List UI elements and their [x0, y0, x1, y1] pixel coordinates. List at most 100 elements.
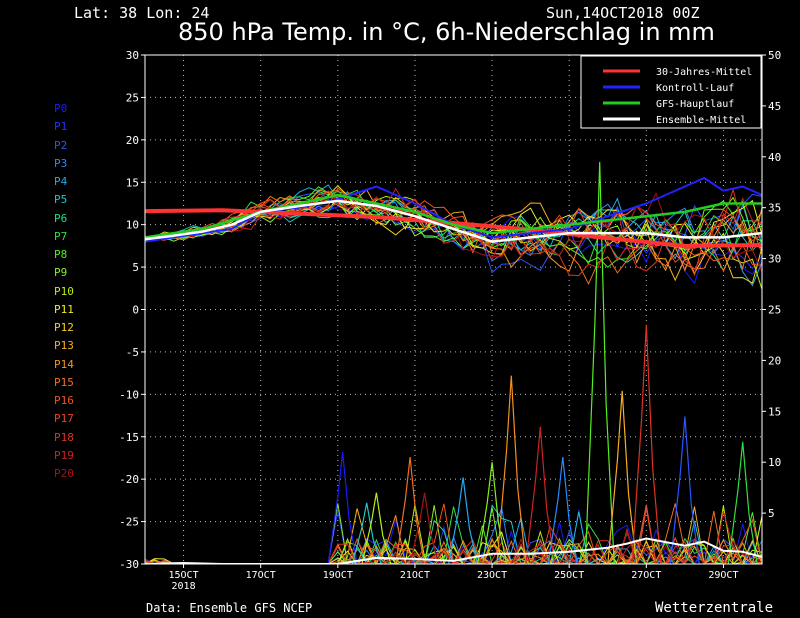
member-label-6: P6: [54, 211, 68, 225]
member-label-19: P19: [54, 448, 74, 462]
member-precip-line-19: [145, 511, 762, 564]
member-precip-line-6: [145, 519, 762, 564]
precip-spike-3: [395, 457, 426, 564]
precip-spike-14: [727, 441, 758, 564]
y-right-tick-label-3: 35: [768, 202, 781, 215]
member-precip-line-2: [145, 529, 762, 564]
y-left-tick-label-10: -20: [119, 473, 139, 486]
y-left-tick-label-8: -10: [119, 388, 139, 401]
member-temp-line-3: [145, 199, 762, 262]
y-left-tick-label-5: 5: [132, 261, 139, 274]
member-precip-line-5: [145, 504, 762, 564]
member-precip-line-16: [145, 503, 762, 564]
member-label-7: P7: [54, 229, 68, 243]
x-tick-label-4: 23OCT: [477, 570, 507, 581]
precip-spike-0: [327, 451, 358, 564]
member-label-10: P10: [54, 284, 74, 298]
member-temp-line-5: [145, 199, 762, 252]
member-temp-line-17: [145, 192, 762, 277]
member-label-8: P8: [54, 248, 68, 261]
member-precip-line-7: [145, 506, 762, 564]
grid: [145, 55, 762, 564]
member-label-15: P15: [54, 375, 74, 389]
y-left-tick-label-4: 10: [126, 219, 139, 232]
series-line-3: [145, 199, 762, 243]
precip-spike-5: [448, 477, 479, 564]
member-precip-line-14: [145, 515, 762, 564]
member-temp-line-8: [145, 186, 762, 268]
brand-label: Wetterzentrale: [655, 600, 774, 616]
x-tick-label-7: 29OCT: [708, 570, 738, 581]
precip-spike-4: [409, 492, 440, 564]
y-left-tick-label-3: 15: [126, 176, 139, 189]
run-date-label: Sun,14OCT2018 00Z: [546, 4, 700, 22]
x-tick-label-2: 19OCT: [323, 570, 353, 581]
member-temp-line-15: [145, 189, 762, 286]
x-tick-label-3: 21OCT: [400, 570, 430, 581]
y-left-tick-label-12: -30: [119, 558, 139, 571]
member-label-18: P18: [54, 430, 74, 444]
member-precip-line-3: [145, 504, 762, 564]
member-label-17: P17: [54, 412, 74, 426]
precip-spike-2: [361, 492, 392, 564]
y-left-tick-label-2: 20: [126, 134, 139, 147]
member-label-9: P9: [54, 266, 68, 280]
member-label-0: P0: [54, 102, 68, 115]
y-right-tick-label-7: 15: [768, 405, 781, 418]
member-precip-line-11: [145, 515, 762, 564]
precip-spike-12: [631, 324, 662, 564]
member-precip-line-0: [145, 509, 762, 564]
member-temp-line-12: [145, 196, 762, 284]
precip-spike-11: [607, 390, 638, 564]
member-label-1: P1: [54, 120, 68, 134]
member-precip-line-13: [145, 506, 762, 564]
legend-box: [580, 55, 762, 129]
ensemble-members: [145, 161, 762, 564]
y-right-tick-label-1: 45: [768, 100, 781, 113]
legend: 30-Jahres-Mittel Kontroll-Lauf GFS-Hauptla…: [580, 55, 762, 129]
x-tick-label-6: 27OCT: [631, 570, 661, 581]
precip-spike-7: [496, 375, 527, 564]
y-right-tick-label-9: 5: [768, 507, 775, 520]
y-right-tick-label-0: 50: [768, 49, 781, 62]
member-label-2: P2: [54, 138, 68, 152]
member-precip-line-9: [145, 503, 762, 564]
member-temp-line-18: [145, 187, 762, 277]
legend-label-2: GFS-Hauptlauf: [656, 99, 734, 110]
member-label-5: P5: [54, 193, 68, 207]
member-label-11: P11: [54, 302, 74, 316]
member-temp-line-6: [145, 203, 762, 272]
main-series: [145, 177, 762, 564]
member-label-3: P3: [54, 156, 68, 170]
y-left-tick-label-1: 25: [126, 91, 139, 104]
precip-spike-9: [547, 457, 578, 564]
member-precip-line-18: [145, 539, 762, 564]
axes: 302520151050-5-10-15-20-25-3050454035302…: [119, 49, 781, 592]
member-temp-line-4: [145, 184, 762, 287]
x-tick-label-5: 25OCT: [554, 570, 584, 581]
member-precip-line-12: [145, 539, 762, 564]
member-temp-line-13: [145, 189, 762, 282]
chart-title: 850 hPa Temp. in °C, 6h-Niederschlag in …: [178, 18, 715, 46]
legend-label-0: 30-Jahres-Mittel: [656, 67, 752, 78]
member-label-12: P12: [54, 321, 74, 334]
member-precip-line-17: [145, 508, 762, 564]
precip-spike-10: [584, 161, 615, 564]
member-temp-line-9: [145, 196, 762, 251]
member-precip-line-10: [145, 504, 762, 564]
y-right-tick-label-2: 40: [768, 151, 781, 164]
y-left-tick-label-9: -15: [119, 431, 139, 444]
member-list: P0 P1 P2 P3 P4 P5 P6 P7 P8 P9 P10 P11 P12 P13 P14 P15 P1…: [54, 100, 74, 483]
precip-spike-1: [351, 502, 382, 564]
member-temp-line-7: [145, 189, 762, 266]
y-left-tick-label-0: 30: [126, 49, 139, 62]
member-temp-line-0: [145, 202, 762, 285]
y-left-tick-label-6: 0: [132, 304, 139, 317]
member-temp-line-10: [145, 195, 762, 290]
y-left-tick-label-7: -5: [126, 346, 139, 359]
member-precip-line-20: [145, 529, 762, 564]
precip-spike-6: [477, 462, 508, 564]
member-label-16: P16: [54, 394, 74, 407]
y-right-tick-label-8: 10: [768, 456, 781, 469]
